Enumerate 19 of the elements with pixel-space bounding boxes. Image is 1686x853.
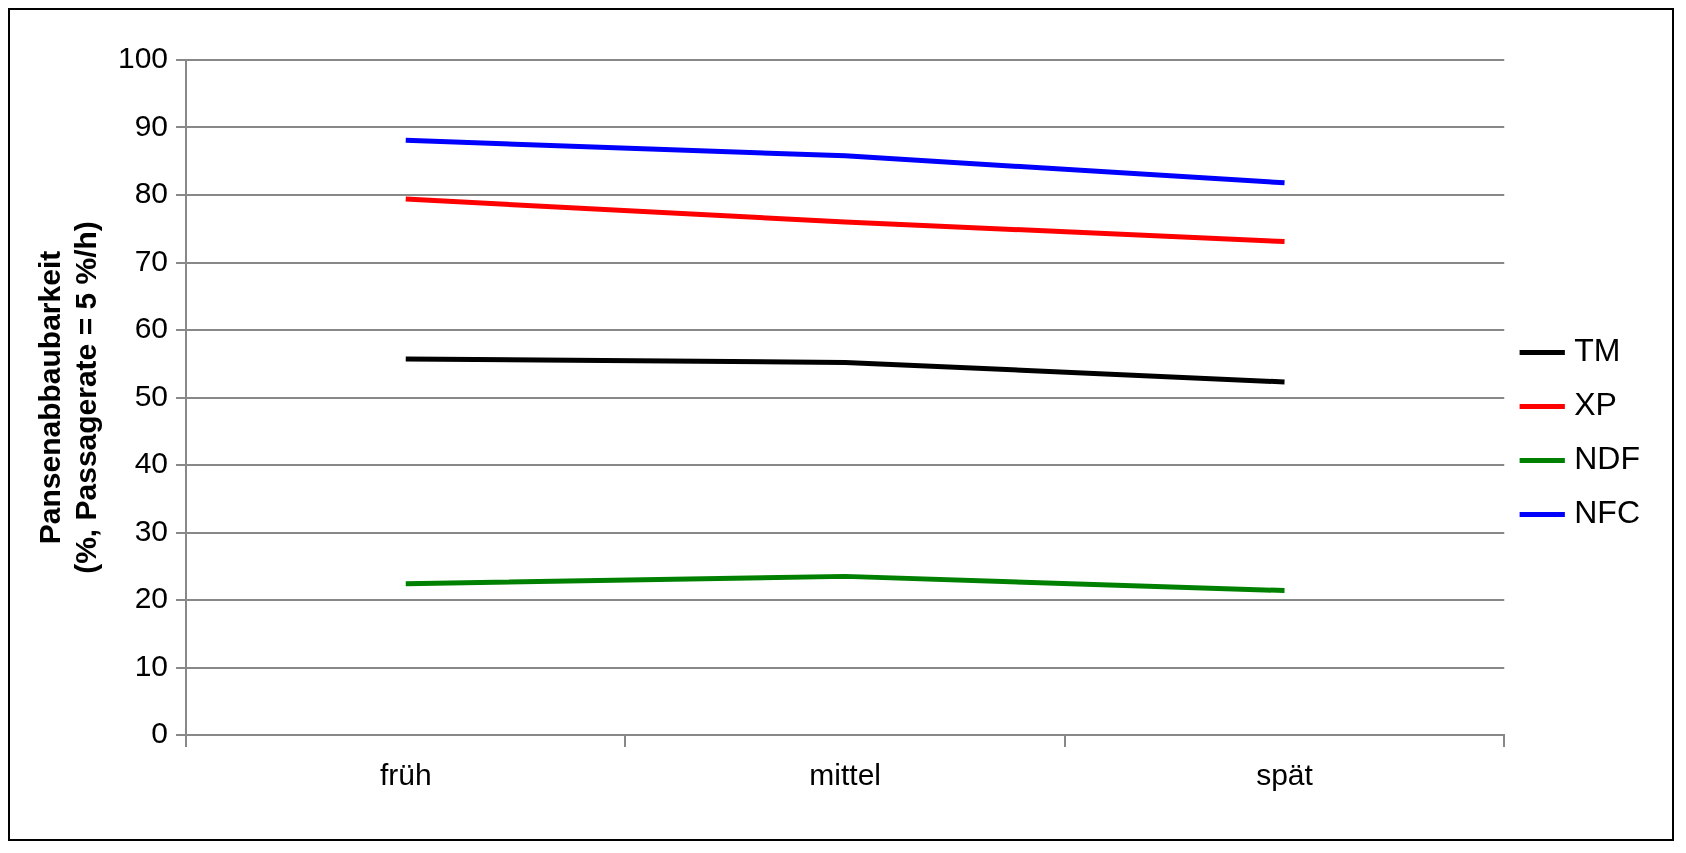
y-axis-title: Pansenabbaubarkeit (%, Passagerate = 5 %/h) <box>33 221 103 574</box>
y-tick-label: 100 <box>117 41 169 75</box>
y-tick-label: 0 <box>151 716 169 750</box>
y-tick-label: 60 <box>134 311 169 345</box>
y-tick-label: 90 <box>134 108 169 142</box>
y-tick-label: 20 <box>134 581 169 615</box>
legend-label: XP <box>1574 386 1617 423</box>
y-tick-label: 30 <box>134 513 169 547</box>
y-tick-label: 10 <box>134 648 169 682</box>
x-tick-label: mittel <box>809 758 881 792</box>
y-tick-label: 50 <box>134 378 169 412</box>
legend-label: NFC <box>1574 494 1640 531</box>
x-tick-label: spät <box>1256 758 1314 792</box>
x-tick-label: früh <box>379 758 432 792</box>
y-tick-label: 70 <box>134 243 169 277</box>
legend-label: NDF <box>1574 440 1640 477</box>
legend-label: TM <box>1574 332 1621 369</box>
y-tick-label: 40 <box>134 446 169 480</box>
y-tick-label: 80 <box>134 176 169 210</box>
